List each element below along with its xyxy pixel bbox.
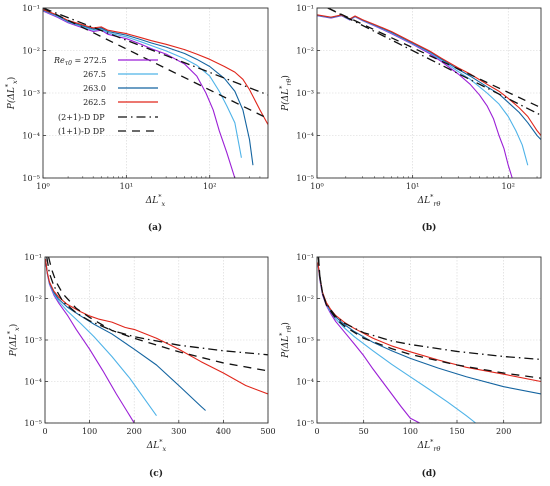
x-tick-label: 100 bbox=[403, 427, 418, 436]
dp-1plus1-line-d bbox=[317, 257, 541, 379]
series-line-267-5-d bbox=[317, 262, 477, 423]
y-tick-label: 10⁻³ bbox=[296, 336, 314, 345]
y-tick-label: 10⁻² bbox=[22, 47, 40, 56]
grid-b bbox=[316, 7, 541, 179]
x-tick-label: 10⁰ bbox=[310, 182, 323, 191]
panel-a: 10⁰ 10¹ 10² 10⁻⁵ 10⁻⁴ 10⁻³ 10⁻² 10⁻¹ ΔL*x P(ΔL*x)… bbox=[4, 4, 269, 233]
x-axis-label-b: ΔL*rθ bbox=[417, 193, 441, 208]
legend-heading: Reτ0 = 272.5 bbox=[53, 56, 107, 67]
x-tick-label: 150 bbox=[449, 427, 464, 436]
series-line-262-5-c bbox=[45, 258, 268, 395]
grid-c bbox=[44, 256, 269, 424]
plot-area-a bbox=[43, 8, 268, 178]
series-line-263-0-a bbox=[43, 9, 254, 166]
legend-entry-label: 267.5 bbox=[83, 70, 106, 79]
y-tick-label: 10⁻⁴ bbox=[296, 378, 314, 387]
y-axis-label-b: P(ΔL*rθ) bbox=[278, 75, 293, 112]
ticks-b: 10⁰ 10¹ 10² 10⁻⁵ 10⁻⁴ 10⁻³ 10⁻² 10⁻¹ bbox=[296, 4, 538, 191]
ticks-d: 0 50 100 150 200 10⁻⁵ 10⁻⁴ 10⁻³ 10⁻² 10⁻¹ bbox=[296, 253, 511, 436]
plot-area-b bbox=[317, 8, 541, 178]
y-tick-label: 10⁻⁵ bbox=[296, 419, 314, 428]
x-tick-label: 200 bbox=[127, 427, 142, 436]
y-tick-label: 10⁻¹ bbox=[24, 253, 42, 262]
x-tick-label: 10² bbox=[502, 182, 515, 191]
legend-dp-label: (2+1)-D DP bbox=[58, 113, 105, 122]
legend-entry-label: 263.0 bbox=[83, 84, 106, 93]
plot-area-c bbox=[45, 257, 268, 423]
plot-area-d bbox=[317, 257, 541, 423]
y-tick-label: 10⁻³ bbox=[24, 336, 42, 345]
series-line-272-5-b bbox=[317, 15, 513, 178]
series-line-263-0-d bbox=[317, 262, 541, 395]
y-tick-label: 10⁻³ bbox=[22, 89, 40, 98]
legend: Reτ0 = 272.5 267.5 263.0 262.5 (2+1)-D DP (1+… bbox=[53, 56, 158, 136]
series-line-262-5-b bbox=[317, 14, 541, 136]
y-axis-label-d: P(ΔL*rθ) bbox=[278, 322, 293, 359]
series-line-262-5-d bbox=[317, 262, 541, 383]
panel-caption-c: (c) bbox=[149, 468, 163, 479]
x-tick-label: 100 bbox=[82, 427, 97, 436]
dp-1plus1-line-b bbox=[327, 8, 541, 109]
x-tick-label: 300 bbox=[171, 427, 186, 436]
ticks-a: 10⁰ 10¹ 10² 10⁻⁵ 10⁻⁴ 10⁻³ 10⁻² 10⁻¹ bbox=[22, 4, 261, 191]
y-tick-label: 10⁻¹ bbox=[296, 253, 314, 262]
legend-dp-label: (1+1)-D DP bbox=[58, 127, 105, 136]
dp-2plus1-line-c bbox=[46, 257, 268, 356]
x-tick-label: 10¹ bbox=[406, 182, 419, 191]
x-tick-label: 0 bbox=[314, 427, 319, 436]
y-tick-label: 10⁻⁵ bbox=[22, 174, 40, 183]
ticks-c: 0 100 200 300 400 500 10⁻⁵ 10⁻⁴ 10⁻³ 10⁻² 10⁻¹ bbox=[24, 253, 275, 436]
y-tick-label: 10⁻¹ bbox=[296, 4, 314, 13]
panel-caption-b: (b) bbox=[422, 222, 437, 233]
dp-2plus1-line-d bbox=[317, 257, 541, 361]
grid-a bbox=[42, 7, 268, 179]
series-line-262-5-a bbox=[43, 9, 268, 125]
y-tick-label: 10⁻² bbox=[24, 295, 42, 304]
x-axis-label-c: ΔL*x bbox=[146, 438, 167, 453]
y-tick-label: 10⁻⁵ bbox=[296, 174, 314, 183]
x-tick-label: 50 bbox=[359, 427, 369, 436]
y-tick-label: 10⁻⁴ bbox=[296, 132, 314, 141]
x-tick-label: 10¹ bbox=[120, 182, 133, 191]
panel-caption-a: (a) bbox=[148, 222, 162, 233]
y-axis-label-c: P(ΔL*x) bbox=[6, 324, 21, 357]
y-tick-label: 10⁻¹ bbox=[22, 4, 40, 13]
y-tick-label: 10⁻³ bbox=[296, 89, 314, 98]
y-axis-label-a: P(ΔL*x) bbox=[4, 77, 19, 110]
x-axis-label-a: ΔL*x bbox=[145, 193, 166, 208]
panel-caption-d: (d) bbox=[422, 468, 437, 479]
y-tick-label: 10⁻⁵ bbox=[24, 419, 42, 428]
legend-entry-label: 262.5 bbox=[83, 98, 106, 107]
series-line-272-5-a bbox=[43, 10, 236, 178]
y-tick-label: 10⁻² bbox=[296, 47, 314, 56]
dp-2plus1-line-a bbox=[43, 8, 268, 96]
series-line-267-5-b bbox=[317, 14, 529, 166]
dp-1plus1-line-c bbox=[47, 257, 268, 372]
x-tick-label: 200 bbox=[496, 427, 511, 436]
y-tick-label: 10⁻⁴ bbox=[22, 132, 40, 141]
x-tick-label: 10⁰ bbox=[36, 182, 49, 191]
y-tick-label: 10⁻⁴ bbox=[24, 378, 42, 387]
x-axis-label-d: ΔL*rθ bbox=[417, 438, 441, 453]
x-tick-label: 0 bbox=[42, 427, 47, 436]
x-tick-label: 500 bbox=[260, 427, 275, 436]
x-tick-label: 10² bbox=[203, 182, 216, 191]
x-tick-label: 400 bbox=[216, 427, 231, 436]
dp-2plus1-line-b bbox=[327, 8, 541, 116]
panel-b: 10⁰ 10¹ 10² 10⁻⁵ 10⁻⁴ 10⁻³ 10⁻² 10⁻¹ ΔL*rθ P(ΔL*r… bbox=[278, 4, 542, 233]
y-tick-label: 10⁻² bbox=[296, 295, 314, 304]
panel-c: 0 100 200 300 400 500 10⁻⁵ 10⁻⁴ 10⁻³ 10⁻² 10⁻¹ ΔL*x… bbox=[6, 253, 276, 479]
panel-d: 0 50 100 150 200 10⁻⁵ 10⁻⁴ 10⁻³ 10⁻² 10⁻¹ ΔL*rθ P(Δ… bbox=[278, 253, 542, 479]
series-line-263-0-b bbox=[317, 14, 541, 141]
